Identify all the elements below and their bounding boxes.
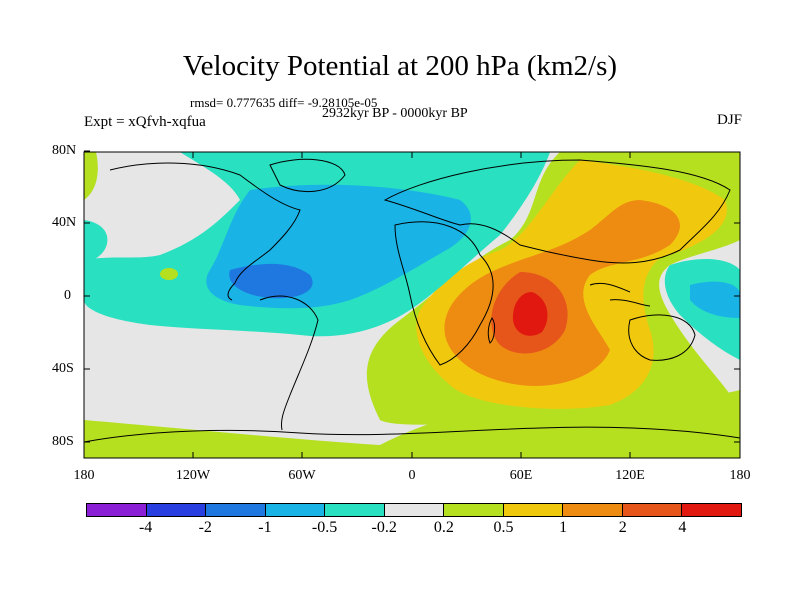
coast-maritime-continent [589,282,651,307]
colorbar-label: -1 [258,519,272,536]
coast-eurasia [383,159,731,264]
colorbar-swatch [87,504,147,516]
coast-africa [394,221,494,366]
experiment-label: Expt = xQfvh-xqfua [84,114,206,130]
lon-label-60e: 60E [509,468,533,483]
colorbar-swatch [563,504,623,516]
field-west-edge-negative [84,220,108,262]
colorbar-swatch [206,504,266,516]
colorbar [86,503,742,517]
colorbar-swatch [444,504,504,516]
coast-antarctica [84,426,740,443]
colorbar-label: -0.5 [311,519,338,536]
stats-text: rmsd= 0.777635 diff= -9.28105e-05 [190,95,378,110]
colorbar-swatch [384,504,445,516]
field-positive-peak [512,292,548,336]
colorbar-label: -4 [138,519,153,536]
lon-label-180e: 180 [729,468,751,483]
colorbar-label: 0.5 [493,519,514,536]
colorbar-swatch [622,504,683,516]
colorbar-label: 1 [559,519,568,536]
lon-label-180w: 180 [73,468,95,483]
field-south-positive [84,390,740,458]
colorbar-swatch [682,504,742,516]
field-negative-strong [229,263,313,299]
lat-label-40s: 40S [52,361,74,376]
period-label: 2932kyr BP - 0000kyr BP [322,106,468,121]
colorbar-swatch [503,504,564,516]
colorbar-label: -0.2 [371,519,397,536]
lat-label-80s: 80S [52,434,74,449]
chart-title: Velocity Potential at 200 hPa (km2/s) [182,50,618,82]
colorbar-label: 2 [618,519,627,536]
lat-label-0: 0 [64,288,71,303]
axis-ticks [83,150,741,458]
field-west-edge-positive [84,152,98,200]
lat-label-80n: 80N [52,143,77,158]
colorbar-label: 0.2 [433,519,454,536]
colorbar-swatch [265,504,326,516]
colorbar-swatch [325,504,385,516]
field-small-positive [160,268,178,280]
coast-madagascar [487,317,496,344]
coast-greenland [269,158,346,193]
colorbar-label: 4 [678,519,687,536]
coastlines [84,158,740,443]
season-label: DJF [716,112,742,128]
coast-north-america [109,162,301,301]
lon-label-120e: 120E [615,468,645,483]
lat-label-40n: 40N [52,215,77,230]
field-negative-west-pacific-core [690,281,740,318]
colorbar-label: -2 [198,519,212,536]
coast-south-america [259,295,319,431]
lon-label-0: 0 [408,468,416,483]
lon-label-60w: 60W [288,468,316,483]
colorbar-swatch [146,504,207,516]
coast-australia [628,314,696,361]
lon-label-120w: 120W [175,468,211,483]
